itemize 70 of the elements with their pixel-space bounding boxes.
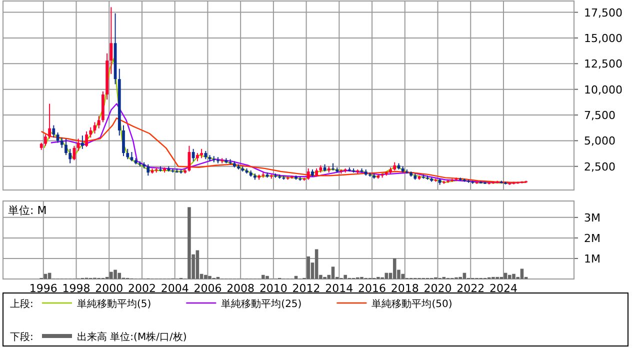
legend-label: 出来高 単位:(M株/口/枚) <box>77 331 187 343</box>
y-tick-label: 1M <box>584 252 600 266</box>
bar <box>188 207 191 279</box>
bar <box>344 274 347 279</box>
bar <box>314 249 318 279</box>
candlestick <box>192 148 195 162</box>
x-tick-label: 2014 <box>325 282 354 295</box>
legend-label: 単純移動平均(5) <box>77 298 152 310</box>
annotation: 単位: M <box>8 204 47 217</box>
bar <box>204 274 208 279</box>
bar <box>306 256 310 279</box>
candlestick <box>126 148 130 160</box>
candlestick <box>110 6 113 74</box>
x-tick-label: 2022 <box>456 282 485 295</box>
candlestick <box>146 164 150 176</box>
x-tick-label: 2012 <box>292 282 320 295</box>
candlestick <box>48 103 51 140</box>
y-tick-label: 7,500 <box>584 109 616 122</box>
bar <box>512 274 516 279</box>
y-tick-label: 12,500 <box>584 58 622 71</box>
bar <box>114 270 117 279</box>
y-tick-label: 2M <box>584 232 600 245</box>
bar <box>294 276 298 279</box>
legend-title: 下段: <box>10 331 34 343</box>
y-tick-label: 3M <box>584 211 600 224</box>
x-tick-label: 1998 <box>62 282 90 295</box>
candlestick <box>52 124 56 138</box>
candlestick <box>200 148 203 159</box>
bar <box>110 272 113 279</box>
y-tick-label: 2,500 <box>584 160 616 174</box>
x-tick-label: 2000 <box>95 282 124 295</box>
candlestick <box>306 168 310 180</box>
bar <box>44 274 48 279</box>
x-tick-label: 2006 <box>194 282 222 295</box>
candlestick <box>44 134 47 146</box>
bar <box>392 258 396 279</box>
candlestick <box>122 124 125 157</box>
bar <box>208 276 212 279</box>
candlestick <box>68 148 72 164</box>
legend-label: 単純移動平均(25) <box>221 298 302 310</box>
bar <box>262 274 265 279</box>
x-tick-label: 1996 <box>29 282 58 295</box>
line-series <box>40 118 527 183</box>
candlestick <box>97 116 100 129</box>
bar <box>520 268 524 279</box>
y-tick-label: 10,000 <box>584 83 622 96</box>
candlestick <box>85 130 88 148</box>
candlestick <box>60 137 64 148</box>
y-tick-label: 15,000 <box>584 32 622 45</box>
x-tick-label: 2002 <box>128 282 156 295</box>
bar <box>508 274 512 279</box>
legend-label: 単純移動平均(50) <box>372 298 452 310</box>
x-tick-label: 2018 <box>390 282 419 295</box>
x-tick-label: 2008 <box>226 282 255 295</box>
x-tick-label: 2010 <box>259 282 288 295</box>
bar <box>118 272 122 279</box>
x-tick-label: 2024 <box>489 282 518 295</box>
x-tick-label: 2020 <box>424 282 452 295</box>
y-tick-label: 5,000 <box>584 134 616 148</box>
candlestick <box>64 138 68 156</box>
x-tick-label: 2004 <box>160 282 189 295</box>
candlestick <box>80 135 84 150</box>
candlestick <box>89 126 92 138</box>
x-tick-label: 2016 <box>358 282 386 295</box>
y-tick-label: 17,500 <box>584 6 622 20</box>
bar <box>401 274 404 279</box>
bar <box>196 250 200 279</box>
bar <box>266 276 269 279</box>
legend-title: 上段: <box>10 298 34 310</box>
bar <box>331 266 335 279</box>
